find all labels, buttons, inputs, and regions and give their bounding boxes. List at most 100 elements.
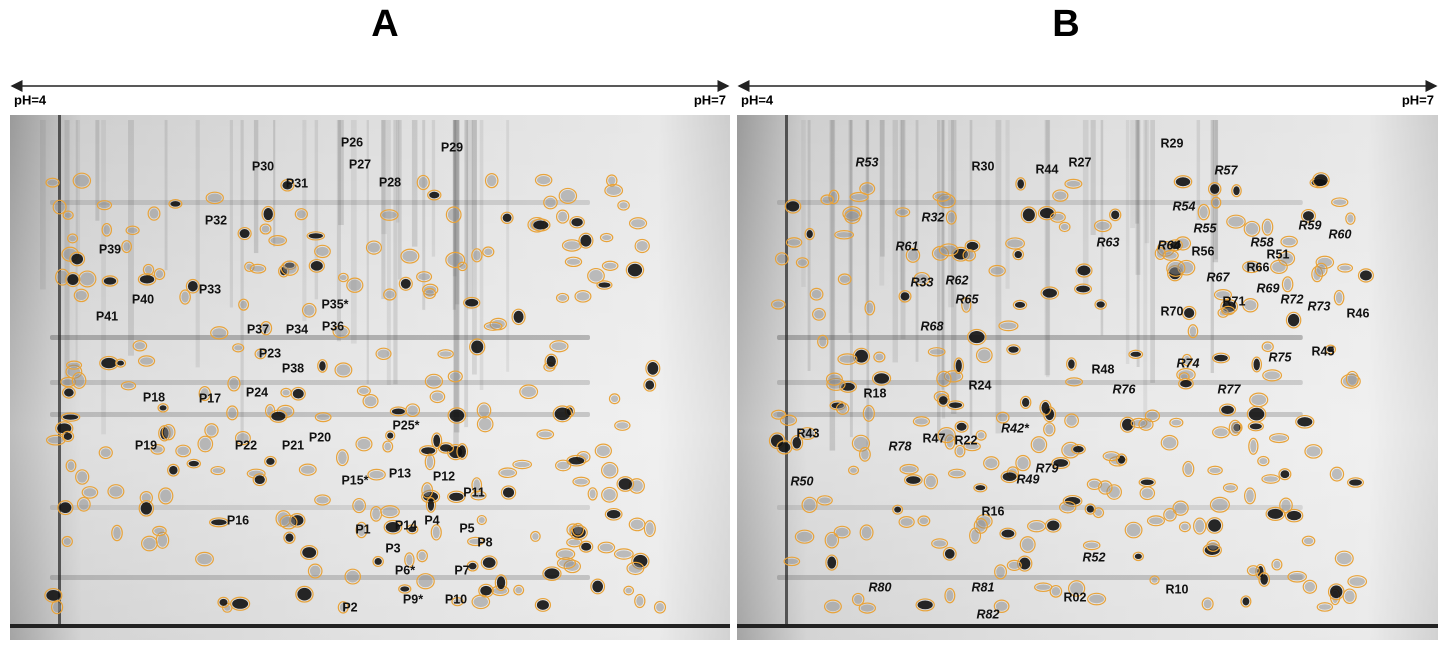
protein-spot [788, 239, 800, 245]
protein-spot [1214, 355, 1228, 362]
spot-label: R68 [921, 319, 944, 333]
protein-spot [604, 263, 616, 269]
band [50, 505, 590, 510]
protein-spot [423, 484, 431, 496]
spot-label: R70 [1161, 304, 1184, 318]
protein-spot [419, 177, 428, 188]
gel-figure: ApH=4pH=7BpH=4pH=7P26P27P29P30P31P28P32P… [0, 0, 1444, 645]
protein-spot [956, 359, 962, 371]
protein-spot [211, 519, 226, 525]
protein-spot [577, 292, 590, 300]
streak [165, 120, 168, 270]
protein-spot [141, 502, 152, 514]
protein-spot [68, 461, 75, 470]
protein-spot [69, 236, 76, 242]
protein-spot [197, 554, 212, 564]
protein-spot [568, 457, 584, 464]
streak [995, 120, 1001, 433]
spot-label: R10 [1166, 582, 1189, 596]
protein-spot [787, 201, 800, 211]
protein-spot [80, 273, 94, 286]
protein-spot [497, 576, 505, 589]
ph-right: pH=7 [1402, 92, 1434, 107]
protein-spot [602, 235, 611, 240]
protein-spot [557, 462, 569, 470]
protein-spot [827, 534, 837, 546]
protein-spot [1214, 428, 1228, 436]
protein-spot [240, 301, 247, 309]
protein-spot [933, 540, 946, 546]
protein-spot [156, 270, 163, 278]
protein-spot [1041, 402, 1049, 413]
spot-label: R81 [972, 580, 995, 594]
protein-spot [123, 242, 130, 251]
protein-spot [590, 489, 596, 498]
protein-spot [975, 485, 985, 490]
protein-spot [418, 273, 430, 280]
spot-label: P12 [433, 469, 455, 483]
protein-spot [1078, 266, 1091, 276]
protein-spot [354, 500, 364, 511]
spot-label: R46 [1347, 306, 1370, 320]
protein-spot [555, 407, 570, 420]
protein-spot [402, 251, 417, 262]
protein-spot [836, 232, 852, 237]
protein-spot [487, 175, 496, 186]
protein-spot [1015, 302, 1025, 308]
protein-spot [46, 590, 60, 601]
spot-label: P28 [379, 175, 401, 189]
protein-spot [1047, 521, 1059, 531]
protein-spot [971, 530, 979, 542]
protein-spot [76, 291, 87, 300]
spot-label: R22 [955, 433, 978, 447]
protein-spot [901, 292, 910, 300]
spot-label: P40 [132, 292, 154, 306]
protein-spot [1023, 209, 1035, 222]
protein-spot [976, 520, 986, 532]
spot-label: R65 [956, 292, 980, 306]
protein-spot [606, 186, 621, 195]
protein-spot [902, 466, 917, 472]
protein-spot [558, 550, 573, 558]
protein-spot [608, 176, 615, 184]
protein-spot [1100, 482, 1110, 492]
spot-label: P39 [99, 242, 121, 256]
protein-spot [558, 295, 567, 301]
protein-spot [998, 414, 1007, 422]
spot-label: P14 [395, 518, 417, 532]
protein-spot [177, 447, 189, 456]
protein-spot [145, 266, 152, 274]
protein-spot [474, 597, 488, 607]
protein-spot [597, 446, 610, 456]
spot-label: P13 [389, 466, 411, 480]
streak [40, 120, 46, 289]
protein-spot [439, 351, 451, 356]
protein-spot [1208, 542, 1218, 550]
protein-spot [580, 235, 591, 247]
protein-spot [372, 508, 380, 519]
band [50, 335, 590, 340]
protein-spot [317, 414, 330, 420]
protein-spot [619, 478, 632, 490]
protein-spot [826, 602, 840, 612]
spot-label: R45 [1312, 344, 1335, 358]
protein-spot [316, 247, 329, 256]
protein-spot [1289, 573, 1304, 581]
protein-spot [285, 534, 293, 542]
protein-spot [1105, 453, 1118, 459]
protein-spot [1249, 408, 1264, 421]
protein-spot [1095, 509, 1102, 516]
protein-spot [996, 566, 1005, 577]
protein-spot [1130, 352, 1141, 357]
protein-spot [338, 451, 347, 464]
spot-label: R27 [1069, 155, 1092, 169]
protein-spot [625, 588, 632, 594]
protein-spot [1085, 543, 1098, 549]
protein-spot [64, 433, 72, 440]
protein-spot [616, 550, 632, 557]
spot-label: P37 [247, 322, 269, 336]
protein-spot [861, 605, 874, 612]
protein-spot [827, 557, 836, 569]
protein-spot [1348, 373, 1357, 385]
protein-spot [135, 342, 145, 349]
